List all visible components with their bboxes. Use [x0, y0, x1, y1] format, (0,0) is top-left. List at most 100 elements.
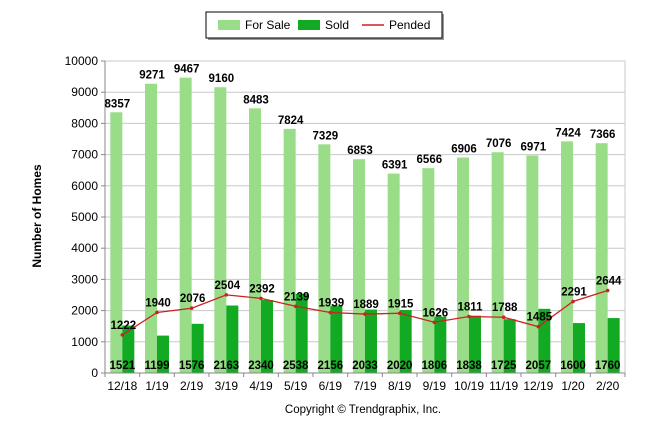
- pended-value-label: 2504: [215, 280, 241, 292]
- for-sale-value-label: 7329: [313, 130, 339, 142]
- pended-value-label: 2644: [596, 276, 622, 288]
- pended-point: [259, 296, 263, 301]
- copyright-text: Copyright © Trendgraphix, Inc.: [285, 404, 441, 416]
- bar-sold: [330, 305, 343, 373]
- y-tick-label: 0: [91, 366, 98, 380]
- for-sale-value-label: 6391: [382, 160, 408, 172]
- bar-sold: [191, 323, 204, 373]
- data-labels: 8357 1521 1222 9271 1199 1940 9467 1576 2076 9160…: [105, 64, 623, 372]
- pended-value-label: 1940: [145, 297, 171, 309]
- y-tick-label: 1000: [71, 335, 98, 349]
- pended-point: [536, 324, 541, 329]
- bar-sold: [607, 318, 620, 373]
- x-tick-label: 6/19: [319, 379, 343, 393]
- bar-sold: [365, 309, 377, 373]
- sold-value-label: 1806: [422, 360, 448, 372]
- legend-box: [205, 11, 443, 39]
- pended-value-label: 1939: [319, 298, 345, 310]
- pended-value-label: 1889: [353, 299, 379, 311]
- bar-sold: [399, 309, 412, 373]
- pended-point: [293, 304, 298, 309]
- y-axis-label: Number of Homes: [30, 164, 44, 268]
- y-axis: 0 1000 2000 3000 4000 5000 6000 7000 8000 9000 100…: [65, 54, 106, 380]
- x-tick-label: 1/20: [561, 379, 585, 393]
- x-axis: 12/18 1/19 2/19 3/19 4/19 5/19 6/19 7/19 8/19 9/1…: [104, 372, 626, 393]
- pended-point: [571, 299, 575, 304]
- sold-value-label: 2156: [318, 360, 344, 372]
- bar-for-sale: [110, 112, 123, 373]
- for-sale-value-label: 6566: [417, 154, 443, 166]
- for-sale-value-label: 8483: [243, 94, 269, 106]
- bar-sold: [122, 325, 135, 373]
- for-sale-value-label: 7424: [555, 127, 581, 139]
- sold-value-label: 1576: [179, 360, 205, 372]
- bar-for-sale: [526, 155, 539, 373]
- x-tick-label: 9/19: [423, 379, 447, 393]
- bar-for-sale: [179, 77, 192, 373]
- for-sale-value-label: 6971: [521, 142, 547, 154]
- y-tick-label: 9000: [71, 85, 98, 99]
- pended-point: [363, 312, 367, 316]
- legend: For Sale Sold Pended: [205, 11, 444, 40]
- bar-for-sale: [422, 168, 435, 373]
- pended-value-label: 2392: [249, 283, 275, 295]
- pended-point: [432, 320, 437, 325]
- sold-value-label: 2538: [283, 360, 309, 372]
- for-sale-value-label: 7366: [590, 129, 616, 141]
- y-tick-label: 2000: [71, 304, 98, 318]
- sold-value-label: 1521: [110, 360, 136, 372]
- bar-for-sale: [214, 87, 227, 373]
- x-tick-label: 3/19: [215, 379, 239, 393]
- pended-point: [467, 314, 471, 319]
- pended-point: [189, 306, 194, 311]
- sold-value-label: 1600: [560, 360, 586, 372]
- bar-for-sale: [249, 108, 261, 374]
- pended-point: [605, 288, 610, 293]
- pended-value-label: 1788: [492, 302, 518, 314]
- y-tick-label: 4000: [71, 241, 98, 255]
- pended-value-label: 1811: [458, 301, 484, 313]
- sold-value-label: 2033: [352, 360, 378, 372]
- pended-point: [120, 333, 125, 337]
- x-tick-label: 2/19: [180, 379, 204, 393]
- pended-point: [328, 310, 333, 315]
- for-sale-value-label: 6853: [347, 145, 373, 157]
- bar-for-sale: [145, 83, 157, 373]
- y-tick-label: 10000: [65, 54, 99, 68]
- x-tick-label: 2/20: [596, 379, 620, 393]
- for-sale-value-label: 7824: [278, 115, 304, 127]
- legend-label: Pended: [389, 18, 430, 32]
- bar-sold: [157, 335, 169, 373]
- bar-for-sale: [595, 143, 608, 373]
- bar-sold: [503, 319, 516, 373]
- bar-for-sale: [283, 128, 296, 373]
- bars: [110, 77, 620, 374]
- legend-swatch: [298, 20, 320, 30]
- pended-value-label: 2291: [561, 287, 587, 299]
- x-tick-label: 1/19: [145, 379, 169, 393]
- pended-value-label: 1626: [423, 307, 449, 319]
- pended-point: [155, 310, 159, 315]
- for-sale-value-label: 9467: [174, 64, 200, 76]
- bar-for-sale: [561, 141, 573, 373]
- pended-point: [501, 315, 506, 320]
- bar-sold: [295, 293, 308, 373]
- x-tick-label: 10/19: [454, 379, 484, 393]
- bar-for-sale: [457, 157, 469, 373]
- pended-value-label: 1222: [111, 320, 137, 332]
- y-tick-label: 7000: [71, 148, 98, 162]
- pended-point: [397, 311, 402, 316]
- bar-for-sale: [353, 159, 365, 373]
- bar-sold: [573, 323, 585, 373]
- y-tick-label: 5000: [71, 210, 98, 224]
- y-tick-label: 8000: [71, 116, 98, 130]
- sold-value-label: 2163: [214, 360, 240, 372]
- bar-sold: [261, 299, 273, 373]
- x-tick-label: 4/19: [249, 379, 273, 393]
- pended-line: [120, 288, 610, 337]
- bar-sold: [434, 316, 447, 373]
- sold-value-label: 2057: [526, 360, 552, 372]
- x-tick-label: 8/19: [388, 379, 412, 393]
